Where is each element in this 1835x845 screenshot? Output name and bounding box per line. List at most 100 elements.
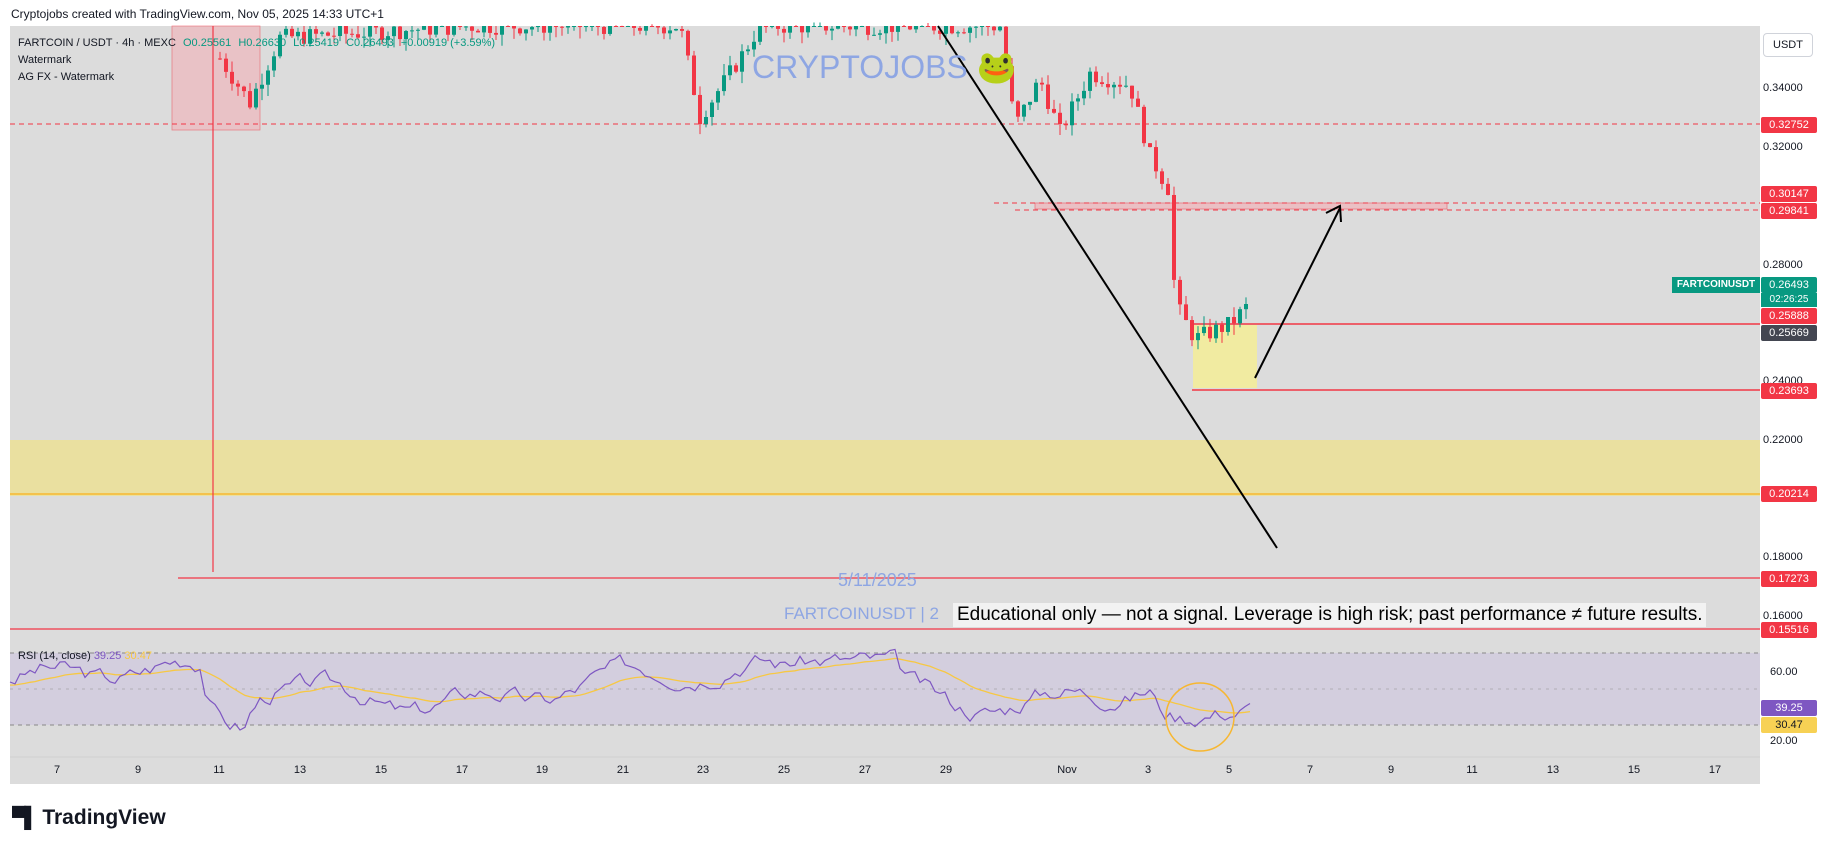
rsi-title: RSI (14, close) bbox=[18, 650, 91, 662]
candle-body bbox=[1226, 317, 1230, 332]
candle-body bbox=[1184, 304, 1188, 321]
time-label: 19 bbox=[535, 764, 549, 776]
candle-body bbox=[458, 26, 462, 27]
candle-body bbox=[500, 26, 504, 35]
candle-body bbox=[446, 26, 450, 35]
candle-body bbox=[956, 32, 960, 34]
candle-body bbox=[416, 29, 420, 31]
candle-body bbox=[650, 26, 654, 27]
candle-body bbox=[524, 29, 528, 34]
candle-body bbox=[1142, 106, 1146, 144]
candle-body bbox=[398, 26, 402, 40]
candle-body bbox=[236, 83, 240, 87]
candle-body bbox=[992, 26, 996, 31]
candle-body bbox=[974, 26, 978, 28]
candle-body bbox=[1112, 84, 1116, 88]
time-label: 15 bbox=[1627, 764, 1641, 776]
attribution-bar: Cryptojobs created with TradingView.com,… bbox=[0, 0, 1835, 26]
target-band bbox=[1034, 202, 1448, 210]
candle-body bbox=[344, 26, 348, 34]
candle-body bbox=[578, 26, 582, 28]
candle-body bbox=[1202, 326, 1206, 334]
candle-body bbox=[800, 26, 804, 33]
candle-body bbox=[656, 26, 660, 28]
projection-arrow bbox=[1254, 207, 1341, 379]
candle-body bbox=[932, 26, 936, 31]
candle-body bbox=[560, 26, 564, 28]
bar-countdown: 02:26:25 bbox=[1761, 293, 1817, 307]
tradingview-logo[interactable]: ▀▌ TradingView bbox=[12, 806, 166, 830]
candle-body bbox=[440, 26, 444, 27]
candle-body bbox=[530, 27, 534, 30]
candle-body bbox=[1064, 124, 1068, 126]
candle-body bbox=[782, 28, 786, 33]
legend-high: H0.26630 bbox=[238, 37, 287, 49]
price-label: 0.34000 bbox=[1763, 82, 1803, 94]
candle-body bbox=[1040, 82, 1044, 85]
time-label: Nov bbox=[1057, 764, 1077, 776]
candle-body bbox=[518, 28, 522, 34]
candle-body bbox=[1166, 183, 1170, 195]
time-label: 29 bbox=[939, 764, 953, 776]
candle-body bbox=[764, 26, 768, 27]
candle-body bbox=[554, 26, 558, 28]
candle-body bbox=[302, 31, 306, 44]
legend-indicator-2: AG FX - Watermark bbox=[18, 71, 115, 83]
candle-body bbox=[590, 26, 594, 27]
candle-body bbox=[404, 31, 408, 40]
price-scale[interactable] bbox=[1760, 26, 1835, 784]
current-price-tag: 0.26493 bbox=[1761, 277, 1817, 293]
candle-body bbox=[614, 26, 618, 27]
candle-body bbox=[1070, 101, 1074, 126]
time-label: 27 bbox=[858, 764, 872, 776]
candle-body bbox=[1076, 98, 1080, 102]
candle-body bbox=[428, 26, 432, 35]
price-tag-25669: 0.25669 bbox=[1761, 325, 1817, 341]
candle-body bbox=[668, 30, 672, 34]
time-label: 9 bbox=[1387, 764, 1395, 776]
candles-group bbox=[218, 22, 1248, 350]
candle-body bbox=[1160, 171, 1164, 184]
candle-body bbox=[266, 70, 270, 85]
candle-body bbox=[908, 26, 912, 30]
legend-indicator-1: Watermark bbox=[18, 54, 72, 66]
legend-close: C0.26493 bbox=[346, 37, 394, 49]
candle-body bbox=[506, 26, 510, 27]
candle-body bbox=[662, 27, 666, 34]
candle-body bbox=[584, 26, 588, 28]
candle-body bbox=[746, 49, 750, 52]
candle-body bbox=[734, 65, 738, 72]
candle-body bbox=[1220, 324, 1224, 332]
candle-body bbox=[944, 26, 948, 34]
candle-body bbox=[752, 41, 756, 50]
legend-low: L0.25419 bbox=[293, 37, 340, 49]
price-tag-17273: 0.17273 bbox=[1761, 571, 1817, 587]
rsi-value-tag: 39.25 bbox=[1761, 700, 1817, 716]
candle-body bbox=[380, 27, 384, 40]
candle-body bbox=[878, 33, 882, 35]
candle-body bbox=[296, 31, 300, 37]
candle-body bbox=[866, 26, 870, 35]
candle-body bbox=[1046, 84, 1050, 109]
candle-body bbox=[362, 36, 366, 38]
attribution-text: Cryptojobs created with TradingView.com,… bbox=[11, 7, 384, 21]
candle-body bbox=[1022, 104, 1026, 117]
time-label: 9 bbox=[134, 764, 142, 776]
candle-body bbox=[758, 26, 762, 42]
candle-body bbox=[860, 26, 864, 27]
price-label: 0.16000 bbox=[1763, 610, 1803, 622]
candle-body bbox=[284, 28, 288, 35]
candle-body bbox=[254, 88, 258, 108]
symbol-watermark: FARTCOINUSDT | 2 bbox=[784, 604, 939, 623]
candle-body bbox=[710, 102, 714, 117]
candle-body bbox=[938, 30, 942, 34]
candle-body bbox=[698, 94, 702, 125]
rsi-ma-line bbox=[9, 657, 1251, 714]
rsi-legend-value: 39.25 bbox=[93, 650, 122, 662]
rsi-legend-ma: 30.47 bbox=[124, 650, 152, 662]
candle-body bbox=[320, 32, 324, 34]
candle-body bbox=[818, 26, 822, 27]
currency-button[interactable]: USDT bbox=[1763, 33, 1813, 57]
time-label: 7 bbox=[1306, 764, 1314, 776]
